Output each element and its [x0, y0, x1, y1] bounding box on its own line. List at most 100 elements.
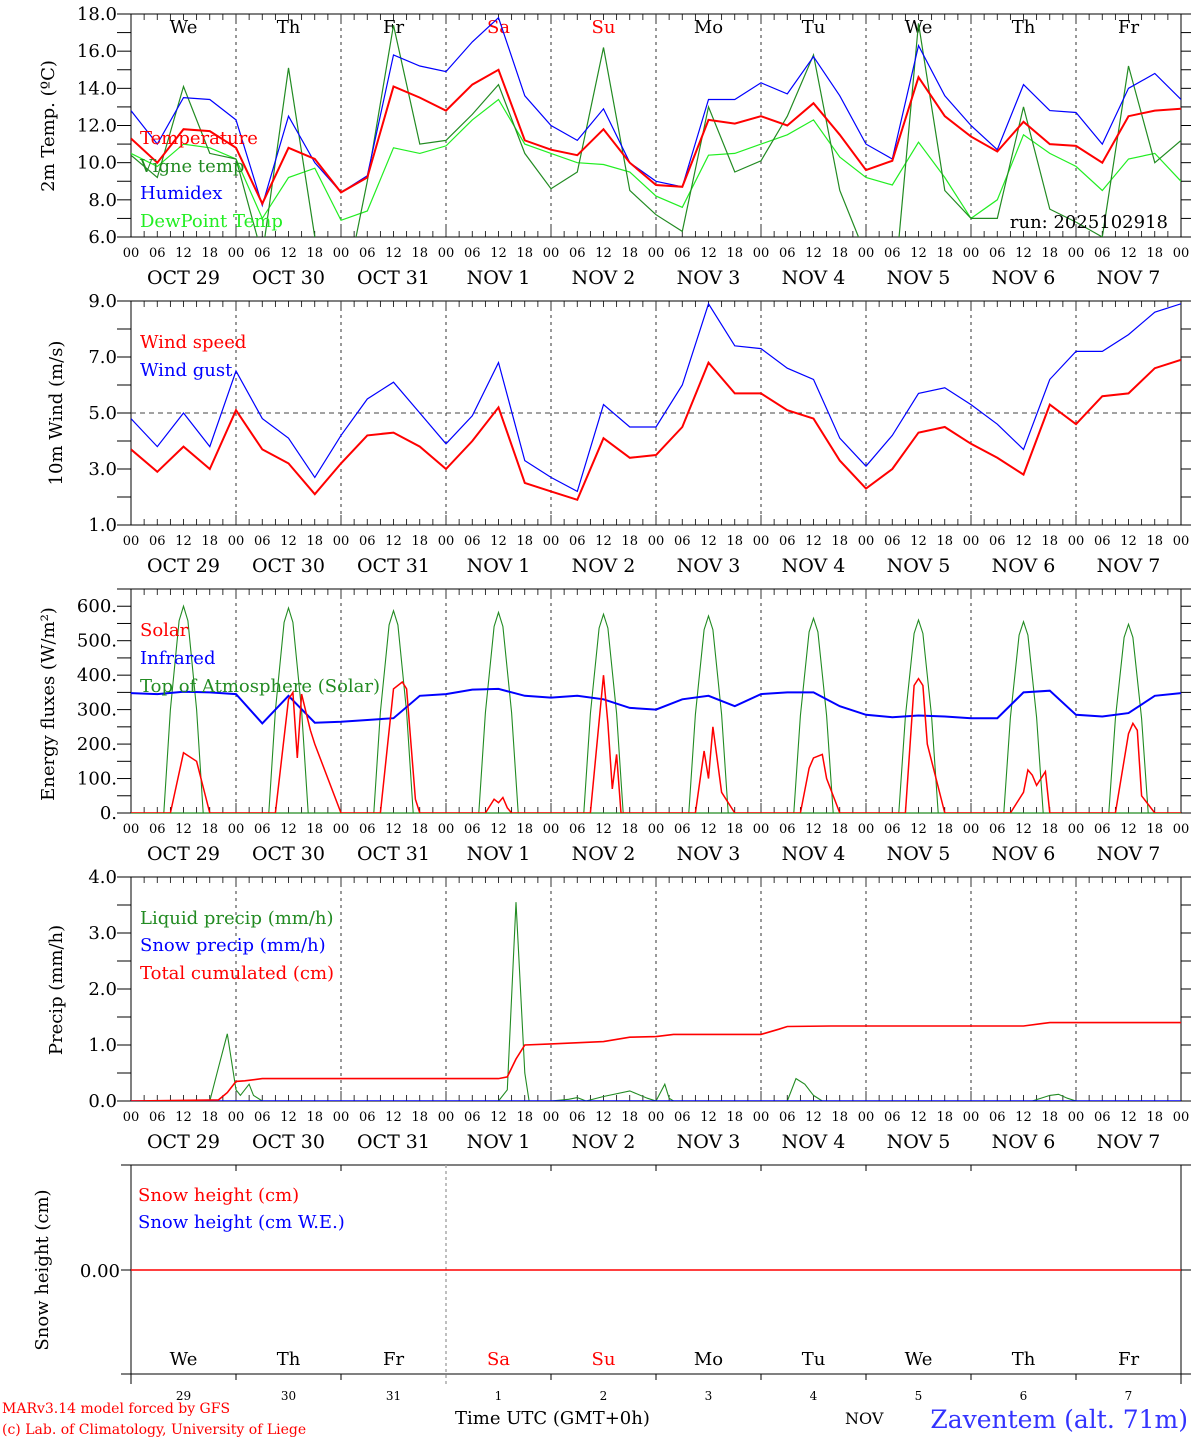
hour-tick-label: 12 — [490, 1110, 507, 1125]
hour-tick-label: 06 — [254, 822, 271, 837]
snow-day-number: 31 — [386, 1389, 401, 1403]
hour-tick-label: 06 — [674, 1110, 691, 1125]
day-abbr: Th — [277, 17, 301, 38]
hour-tick-label: 12 — [1120, 822, 1137, 837]
hour-tick-label: 00 — [543, 246, 560, 261]
date-label: NOV 1 — [467, 1131, 531, 1153]
hour-tick-label: 00 — [1068, 246, 1085, 261]
series-line-toa-solar — [793, 616, 834, 813]
date-label: NOV 3 — [677, 555, 741, 577]
panel5-legend: Snow height (cm) Snow height (cm W.E.) — [138, 1185, 345, 1233]
hour-tick-label: 12 — [385, 1110, 402, 1125]
date-label: NOV 6 — [992, 267, 1056, 289]
hour-tick-label: 18 — [1041, 246, 1058, 261]
hour-tick-label: 12 — [595, 822, 612, 837]
legend-snow-height-cm: Snow height (cm) — [138, 1185, 299, 1206]
hour-tick-label: 18 — [726, 1110, 743, 1125]
date-label: NOV 5 — [887, 267, 951, 289]
hour-tick-label: 00 — [228, 534, 245, 549]
hour-tick-label: 18 — [1146, 534, 1163, 549]
hour-tick-label: 12 — [175, 822, 192, 837]
y-tick-label: 300. — [77, 700, 117, 721]
hour-tick-label: 06 — [674, 246, 691, 261]
hour-tick-label: 00 — [438, 246, 455, 261]
y-tick-label: 18.0 — [77, 4, 117, 25]
legend-total-cumulated: Total cumulated (cm) — [140, 963, 334, 984]
hour-tick-label: 00 — [753, 822, 770, 837]
date-label: OCT 30 — [252, 267, 325, 289]
hour-tick-label: 00 — [543, 822, 560, 837]
snow-day-number: 2 — [600, 1389, 608, 1403]
day-abbr: We — [170, 17, 198, 38]
hour-tick-label: 00 — [753, 534, 770, 549]
hour-tick-label: 12 — [700, 534, 717, 549]
y-tick-label: 7.0 — [88, 347, 117, 368]
hour-tick-label: 00 — [963, 822, 980, 837]
y-tick-label: 1.0 — [88, 515, 117, 536]
y-tick-label: 5.0 — [88, 403, 117, 424]
legend-snow-precip: Snow precip (mm/h) — [140, 935, 326, 956]
hour-tick-label: 18 — [306, 534, 323, 549]
hour-tick-label: 06 — [254, 246, 271, 261]
hour-tick-label: 06 — [254, 1110, 271, 1125]
hour-tick-label: 06 — [779, 1110, 796, 1125]
series-line-wind-speed — [131, 358, 1181, 502]
hour-tick-label: 12 — [385, 822, 402, 837]
hour-tick-label: 06 — [1094, 246, 1111, 261]
hour-tick-label: 00 — [858, 1110, 875, 1125]
hour-tick-label: 06 — [779, 534, 796, 549]
hour-tick-label: 06 — [464, 246, 481, 261]
day-abbr: Th — [1012, 17, 1036, 38]
y-tick-label: 100. — [77, 769, 117, 790]
date-label: NOV 4 — [782, 1131, 846, 1153]
hour-tick-label: 18 — [1146, 246, 1163, 261]
hour-tick-label: 00 — [1068, 534, 1085, 549]
series-line-toa-solar — [373, 608, 414, 813]
series-line-toa-solar — [583, 612, 624, 813]
panel5-ytick-0: 0.00 — [80, 1261, 120, 1282]
station-label: Zaventem (alt. 71m) — [930, 1405, 1188, 1434]
y-tick-label: 10.0 — [77, 153, 117, 174]
date-label: NOV 1 — [467, 555, 531, 577]
hour-tick-label: 00 — [858, 822, 875, 837]
date-label: NOV 5 — [887, 843, 951, 865]
date-label: NOV 1 — [467, 843, 531, 865]
hour-tick-label: 18 — [201, 534, 218, 549]
hour-tick-label: 12 — [490, 534, 507, 549]
date-label: NOV 6 — [992, 843, 1056, 865]
snow-day-abbr: Tu — [802, 1349, 826, 1370]
hour-tick-label: 18 — [1146, 1110, 1163, 1125]
run-label: run: 2025102918 — [1010, 212, 1168, 233]
hour-tick-label: 06 — [989, 534, 1006, 549]
date-label: NOV 2 — [572, 555, 636, 577]
hour-tick-label: 00 — [123, 822, 140, 837]
hour-tick-label: 00 — [1173, 534, 1190, 549]
hour-tick-label: 12 — [1120, 534, 1137, 549]
panel3-ylabel: Energy fluxes (W/m²) — [38, 607, 59, 801]
hour-tick-label: 12 — [175, 246, 192, 261]
date-label: NOV 7 — [1097, 843, 1161, 865]
hour-tick-label: 06 — [569, 534, 586, 549]
hour-tick-label: 12 — [910, 246, 927, 261]
hour-tick-label: 00 — [963, 534, 980, 549]
y-tick-label: 3.0 — [88, 923, 117, 944]
snow-day-number: 1 — [495, 1389, 503, 1403]
hour-tick-label: 06 — [464, 822, 481, 837]
day-abbr: Su — [592, 17, 616, 38]
hour-tick-label: 18 — [306, 246, 323, 261]
hour-tick-label: 06 — [1094, 1110, 1111, 1125]
hour-tick-label: 18 — [831, 534, 848, 549]
hour-tick-label: 18 — [306, 822, 323, 837]
series-line-wind-gust — [131, 302, 1181, 493]
date-label: NOV 3 — [677, 1131, 741, 1153]
series-line-total-cumulated — [131, 1021, 1181, 1101]
hour-tick-label: 18 — [516, 534, 533, 549]
snow-day-number: 30 — [281, 1389, 296, 1403]
date-label: NOV 6 — [992, 555, 1056, 577]
hour-tick-label: 18 — [1146, 822, 1163, 837]
y-tick-label: 12.0 — [77, 116, 117, 137]
hour-tick-label: 12 — [175, 534, 192, 549]
panel1-ylabel: 2m Temp. (ºC) — [38, 60, 59, 192]
hour-tick-label: 18 — [1041, 534, 1058, 549]
hour-tick-label: 18 — [516, 246, 533, 261]
